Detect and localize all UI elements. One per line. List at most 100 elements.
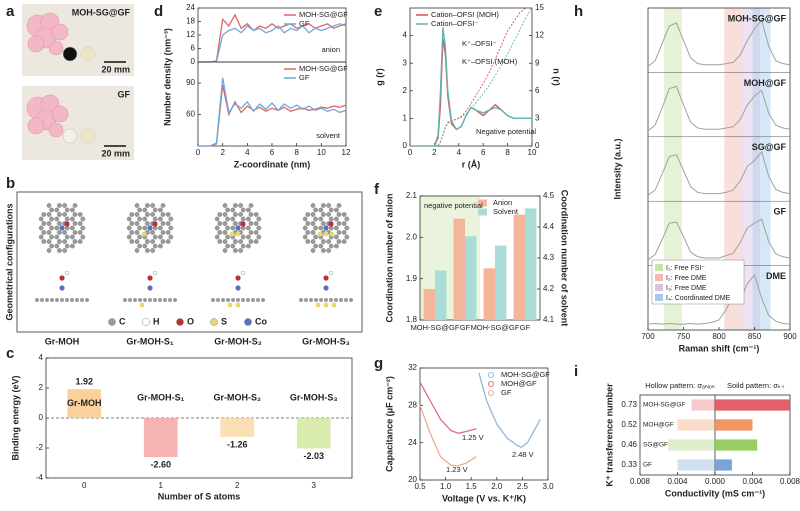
atom [328, 221, 334, 227]
atom [137, 225, 142, 231]
atom [64, 243, 70, 249]
atom [334, 298, 338, 302]
legend-label: MOH@GF [501, 379, 537, 388]
atom [137, 243, 142, 249]
data-line [419, 405, 477, 467]
bar-label: Gr-MOH-S₁ [137, 392, 184, 402]
atom [153, 298, 157, 302]
atom [168, 234, 174, 240]
annotation: anion [322, 45, 340, 54]
atom [222, 203, 228, 208]
legend-label: H [153, 316, 160, 326]
legend-swatch [488, 381, 494, 387]
y-tick-label: 0 [191, 57, 196, 66]
atom [344, 234, 350, 240]
atom [158, 225, 163, 231]
disc [62, 46, 78, 62]
sample-label: MOH-SG@GF [728, 13, 787, 23]
atom [221, 298, 225, 302]
y-tick-label: 32 [408, 363, 417, 372]
atom [324, 298, 328, 302]
y-tick-label: 4.2 [543, 284, 555, 293]
atom [49, 207, 54, 213]
y-tick-label: 1.8 [406, 315, 418, 324]
x-tick-label: 2.0 [491, 482, 503, 491]
x-tick-label: 6 [481, 148, 486, 157]
y-tick-label: 24 [408, 438, 417, 447]
atom [49, 243, 54, 249]
atom [229, 231, 235, 237]
atom [233, 248, 238, 253]
atom [35, 298, 39, 302]
spectrum [647, 19, 791, 67]
atom [344, 216, 350, 222]
atom [134, 230, 140, 235]
atom [233, 239, 238, 244]
atom [253, 221, 259, 226]
legend-label: I₄: Coordinated DME [666, 295, 731, 302]
atom [54, 216, 60, 222]
atom [231, 298, 235, 302]
atom [341, 221, 347, 226]
bar [483, 268, 495, 320]
atom [336, 230, 342, 235]
atom [310, 203, 316, 208]
atom [142, 243, 148, 249]
legend-label: S [221, 316, 227, 326]
y-tick-label: 4.5 [543, 191, 555, 200]
atom [222, 221, 228, 226]
spectrum [647, 150, 791, 196]
transference-label: 0.33 [621, 460, 637, 469]
atom [64, 221, 70, 227]
y-tick-label: 4 [403, 31, 408, 40]
atom [57, 248, 62, 253]
panel-label: g [374, 355, 383, 372]
atom [143, 298, 147, 302]
panel-label: c [6, 345, 14, 362]
data-line [198, 23, 347, 63]
atom [163, 298, 167, 302]
flower [48, 40, 64, 56]
atom [150, 230, 155, 235]
sample-label: SG@GF [752, 142, 787, 152]
atom [235, 231, 241, 237]
atom [70, 234, 75, 240]
atom [147, 275, 153, 281]
atom [313, 234, 318, 240]
legend-swatch [244, 318, 252, 326]
y-tick-label: 2.1 [406, 191, 418, 200]
atom [145, 212, 150, 217]
scale-label: 20 mm [101, 64, 130, 74]
atom [315, 302, 321, 308]
legend-swatch [655, 264, 663, 271]
atom [299, 298, 303, 302]
y-tick-label: 3 [535, 114, 540, 123]
bar [715, 439, 758, 451]
x-tick-label: 1.5 [466, 482, 478, 491]
legend-swatch [655, 274, 663, 281]
atom [46, 239, 52, 244]
atom [80, 234, 86, 240]
atom [225, 225, 230, 231]
atom [216, 298, 220, 302]
atom [314, 298, 318, 302]
panel-label: a [6, 3, 15, 20]
atom [59, 225, 65, 231]
atom [49, 225, 54, 231]
atom [336, 203, 342, 208]
x-tick-label: 2 [432, 148, 437, 157]
atom [321, 203, 326, 208]
y-tick-label: -2 [36, 443, 44, 452]
x-tick-label: 0 [408, 148, 413, 157]
atom [230, 216, 236, 222]
atom [328, 270, 334, 276]
flower [51, 105, 69, 123]
atom [251, 298, 255, 302]
bar [715, 459, 732, 471]
annotation: solvent [316, 131, 341, 140]
atom [134, 221, 140, 226]
bar [465, 236, 477, 320]
plot-frame [409, 7, 533, 147]
panel-label: d [154, 3, 163, 20]
atom [240, 270, 246, 276]
